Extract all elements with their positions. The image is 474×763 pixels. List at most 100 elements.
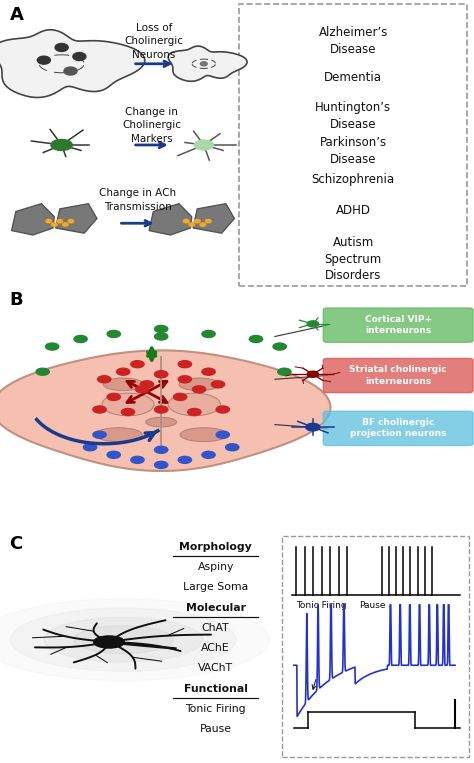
- FancyBboxPatch shape: [323, 411, 473, 446]
- Ellipse shape: [94, 636, 124, 648]
- Circle shape: [155, 371, 168, 378]
- Text: Alzheimer’s
Disease: Alzheimer’s Disease: [319, 26, 388, 56]
- Text: Morphology: Morphology: [179, 542, 252, 552]
- Ellipse shape: [180, 428, 228, 442]
- Ellipse shape: [194, 140, 213, 150]
- Circle shape: [46, 220, 52, 223]
- Circle shape: [107, 394, 120, 401]
- Circle shape: [202, 330, 215, 337]
- Text: Parkinson’s
Disease: Parkinson’s Disease: [319, 137, 387, 166]
- Polygon shape: [0, 30, 145, 98]
- Circle shape: [68, 220, 73, 223]
- Ellipse shape: [95, 428, 142, 442]
- Circle shape: [64, 67, 77, 75]
- Circle shape: [36, 369, 49, 375]
- Circle shape: [83, 444, 97, 451]
- Circle shape: [306, 423, 320, 431]
- Text: Schizophrenia: Schizophrenia: [311, 172, 395, 185]
- Text: Large Soma: Large Soma: [183, 582, 248, 592]
- Text: Huntington’s
Disease: Huntington’s Disease: [315, 101, 391, 131]
- FancyBboxPatch shape: [282, 536, 469, 757]
- Circle shape: [188, 408, 201, 416]
- Ellipse shape: [44, 617, 203, 662]
- Circle shape: [183, 220, 189, 223]
- Text: Tonic Firing: Tonic Firing: [297, 601, 347, 610]
- Circle shape: [46, 343, 59, 350]
- Circle shape: [155, 325, 168, 333]
- Circle shape: [226, 444, 239, 451]
- Text: BF cholinergic
projection neurons: BF cholinergic projection neurons: [350, 418, 447, 439]
- Circle shape: [52, 223, 57, 227]
- Circle shape: [140, 381, 154, 388]
- Circle shape: [155, 462, 168, 468]
- FancyBboxPatch shape: [239, 5, 467, 285]
- Ellipse shape: [103, 378, 143, 391]
- Circle shape: [201, 62, 207, 66]
- Circle shape: [202, 369, 215, 375]
- Ellipse shape: [10, 608, 236, 671]
- Text: C: C: [9, 535, 23, 553]
- Polygon shape: [12, 204, 55, 235]
- Text: Tonic Firing: Tonic Firing: [185, 704, 246, 714]
- Text: Pause: Pause: [359, 601, 385, 610]
- Text: Change in
Cholinergic
Markers: Change in Cholinergic Markers: [122, 108, 181, 143]
- Text: Pause: Pause: [200, 724, 232, 734]
- Text: Functional: Functional: [184, 684, 247, 694]
- Circle shape: [93, 406, 106, 413]
- Polygon shape: [149, 204, 191, 235]
- Text: Dementia: Dementia: [324, 71, 382, 84]
- Circle shape: [216, 406, 229, 413]
- Circle shape: [155, 406, 168, 413]
- Circle shape: [307, 372, 319, 377]
- Text: ADHD: ADHD: [336, 204, 371, 217]
- Circle shape: [278, 369, 291, 375]
- Circle shape: [136, 386, 149, 393]
- Circle shape: [216, 431, 229, 438]
- Circle shape: [57, 220, 63, 223]
- Circle shape: [273, 343, 286, 350]
- Polygon shape: [0, 350, 330, 471]
- Circle shape: [131, 456, 144, 463]
- Circle shape: [155, 333, 168, 340]
- Circle shape: [121, 408, 135, 416]
- Text: Cortical VIP+
interneurons: Cortical VIP+ interneurons: [365, 315, 432, 335]
- Circle shape: [194, 220, 200, 223]
- Circle shape: [192, 386, 206, 393]
- Circle shape: [178, 375, 191, 383]
- Circle shape: [117, 369, 130, 375]
- Text: ChAT: ChAT: [202, 623, 229, 633]
- Text: Autism
Spectrum
Disorders: Autism Spectrum Disorders: [325, 237, 382, 282]
- Circle shape: [307, 321, 319, 327]
- Ellipse shape: [73, 626, 173, 654]
- Circle shape: [202, 451, 215, 459]
- Text: B: B: [9, 291, 23, 309]
- Circle shape: [74, 336, 87, 343]
- Text: Aspiny: Aspiny: [198, 562, 234, 572]
- FancyBboxPatch shape: [323, 359, 473, 393]
- Ellipse shape: [146, 417, 176, 427]
- Ellipse shape: [168, 393, 220, 416]
- Circle shape: [131, 361, 144, 368]
- Text: Change in ACh
Transmission: Change in ACh Transmission: [99, 188, 176, 211]
- Ellipse shape: [51, 140, 72, 150]
- Circle shape: [189, 223, 194, 227]
- Circle shape: [73, 53, 86, 60]
- Text: Loss of
Cholinergic
Neurons: Loss of Cholinergic Neurons: [125, 23, 183, 60]
- Circle shape: [98, 375, 111, 383]
- Polygon shape: [55, 204, 97, 233]
- Ellipse shape: [102, 393, 154, 416]
- Circle shape: [173, 394, 187, 401]
- Circle shape: [249, 336, 263, 343]
- Polygon shape: [168, 46, 247, 82]
- FancyBboxPatch shape: [323, 308, 473, 343]
- Polygon shape: [193, 204, 234, 233]
- Circle shape: [55, 43, 68, 51]
- Circle shape: [206, 220, 211, 223]
- Circle shape: [107, 330, 120, 337]
- Circle shape: [178, 361, 191, 368]
- Circle shape: [37, 56, 50, 64]
- Text: A: A: [9, 6, 23, 24]
- Text: AChE: AChE: [201, 643, 230, 653]
- Circle shape: [155, 446, 168, 453]
- Ellipse shape: [179, 378, 219, 391]
